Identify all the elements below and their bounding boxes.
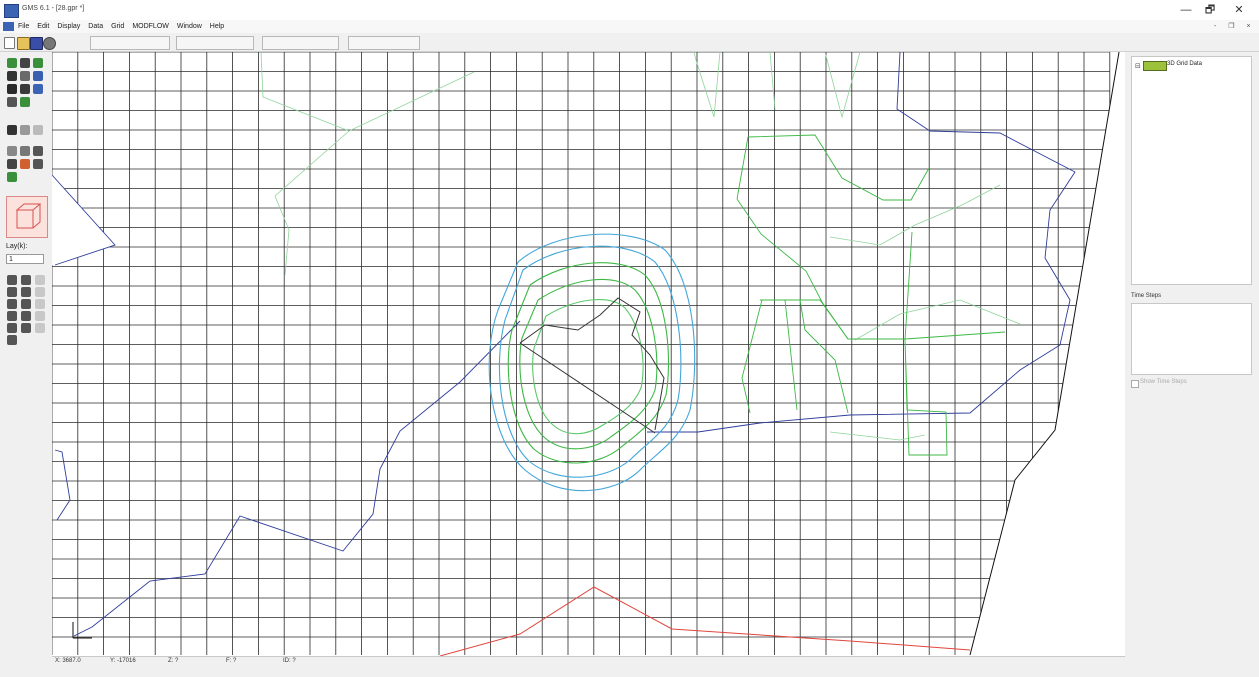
palette-tool-icon[interactable] — [21, 323, 31, 333]
palette-tool-icon[interactable] — [33, 84, 43, 94]
palette-tool-icon[interactable] — [35, 323, 45, 333]
status-f: F: ? — [226, 658, 237, 664]
menu-display[interactable]: Display — [57, 23, 81, 30]
tool-palette — [0, 52, 53, 656]
cube-graphic — [15, 203, 42, 229]
maximize-button[interactable]: 🗗 — [1204, 4, 1216, 16]
palette-tool-icon[interactable] — [20, 97, 30, 107]
dataset-combo[interactable] — [90, 36, 170, 50]
graphics-window[interactable] — [52, 52, 1125, 656]
scalar-combo[interactable] — [262, 36, 339, 50]
palette-tool-icon[interactable] — [7, 71, 17, 81]
title-bar — [0, 0, 1259, 20]
menu-items: File Edit Display Data Grid MODFLOW Wind… — [18, 21, 224, 32]
conceptual-arcs-light-green — [260, 52, 1021, 441]
time-steps-list[interactable] — [1131, 303, 1252, 375]
palette-tool-icon[interactable] — [7, 335, 17, 345]
palette-tool-icon[interactable] — [7, 323, 17, 333]
palette-tool-icon[interactable] — [7, 287, 17, 297]
boundary-arc-blue — [52, 52, 1076, 637]
status-x: X: 3687.0 — [55, 658, 81, 664]
palette-tool-icon[interactable] — [35, 299, 45, 309]
palette-tool-icon[interactable] — [7, 172, 17, 182]
palette-tool-icon[interactable] — [33, 146, 43, 156]
palette-tool-icon[interactable] — [7, 58, 17, 68]
3d-grid-cube-icon[interactable] — [6, 196, 48, 238]
pit-outline — [519, 297, 665, 434]
toolbar-separator — [62, 38, 82, 47]
show-time-steps-label: Show Time Steps — [1140, 379, 1187, 385]
menu-help[interactable]: Help — [209, 23, 225, 30]
show-time-steps-checkbox[interactable] — [1131, 380, 1139, 388]
palette-tool-icon[interactable] — [35, 275, 45, 285]
layer-label: Lay(k): — [6, 243, 28, 250]
tree-collapse-icon[interactable]: ⊟ — [1135, 63, 1141, 70]
boundary-arc-black — [969, 52, 1120, 656]
menu-file[interactable]: File — [18, 23, 30, 30]
status-id: ID: ? — [283, 658, 296, 664]
palette-tool-icon[interactable] — [20, 84, 30, 94]
palette-tool-icon[interactable] — [21, 287, 31, 297]
menu-data[interactable]: Data — [88, 23, 104, 30]
new-file-icon[interactable] — [4, 37, 15, 49]
window-title: GMS 6.1 - [28.gpr *] — [22, 5, 85, 12]
palette-tool-icon[interactable] — [20, 71, 30, 81]
palette-tool-icon[interactable] — [20, 58, 30, 68]
palette-tool-icon[interactable] — [7, 146, 17, 156]
mdi-window-controls[interactable]: - ❐ × — [1214, 23, 1256, 30]
project-explorer[interactable] — [1131, 56, 1252, 285]
menu-modflow[interactable]: MODFLOW — [132, 23, 169, 30]
status-z: Z: ? — [168, 658, 179, 664]
status-bar — [52, 656, 1125, 670]
print-icon[interactable] — [43, 37, 56, 50]
menu-window[interactable]: Window — [176, 23, 202, 30]
app-icon — [4, 4, 19, 18]
vector-combo[interactable] — [348, 36, 420, 50]
axis-triad-icon — [72, 622, 92, 639]
palette-tool-icon[interactable] — [20, 146, 30, 156]
save-icon[interactable] — [30, 37, 43, 50]
palette-tool-icon[interactable] — [21, 299, 31, 309]
palette-tool-icon[interactable] — [7, 84, 17, 94]
palette-tool-icon[interactable] — [7, 125, 17, 135]
palette-tool-icon[interactable] — [20, 125, 30, 135]
finite-difference-grid — [52, 52, 1125, 656]
conceptual-arcs-green — [736, 134, 1006, 456]
timestep-combo[interactable] — [176, 36, 254, 50]
red-arc — [439, 586, 971, 656]
close-button[interactable]: ✕ — [1234, 4, 1244, 16]
minimize-button[interactable]: — — [1180, 4, 1192, 16]
palette-tool-icon[interactable] — [33, 159, 43, 169]
menu-edit[interactable]: Edit — [37, 23, 50, 30]
palette-tool-icon[interactable] — [7, 299, 17, 309]
tree-item-3d-grid-data[interactable]: 3D Grid Data — [1167, 61, 1203, 67]
layer-field[interactable]: 1 — [6, 254, 44, 264]
palette-tool-icon[interactable] — [33, 71, 43, 81]
time-steps-label: Time Steps — [1131, 293, 1162, 299]
palette-tool-icon[interactable] — [35, 287, 45, 297]
palette-tool-icon[interactable] — [21, 311, 31, 321]
menu-bar — [0, 20, 1259, 33]
palette-tool-icon[interactable] — [7, 275, 17, 285]
menu-grid[interactable]: Grid — [111, 23, 125, 30]
palette-tool-icon[interactable] — [7, 311, 17, 321]
head-contours — [488, 233, 696, 492]
palette-tool-icon[interactable] — [7, 97, 17, 107]
palette-tool-icon[interactable] — [21, 275, 31, 285]
palette-tool-icon[interactable] — [33, 58, 43, 68]
document-icon[interactable] — [3, 22, 14, 31]
palette-tool-icon[interactable] — [20, 159, 30, 169]
open-folder-icon[interactable] — [17, 37, 30, 50]
inactive-region — [52, 175, 115, 265]
status-y: Y: -17016 — [110, 658, 136, 664]
grid-data-icon — [1143, 61, 1167, 71]
palette-tool-icon[interactable] — [7, 159, 17, 169]
palette-tool-icon[interactable] — [35, 311, 45, 321]
palette-tool-icon[interactable] — [33, 125, 43, 135]
